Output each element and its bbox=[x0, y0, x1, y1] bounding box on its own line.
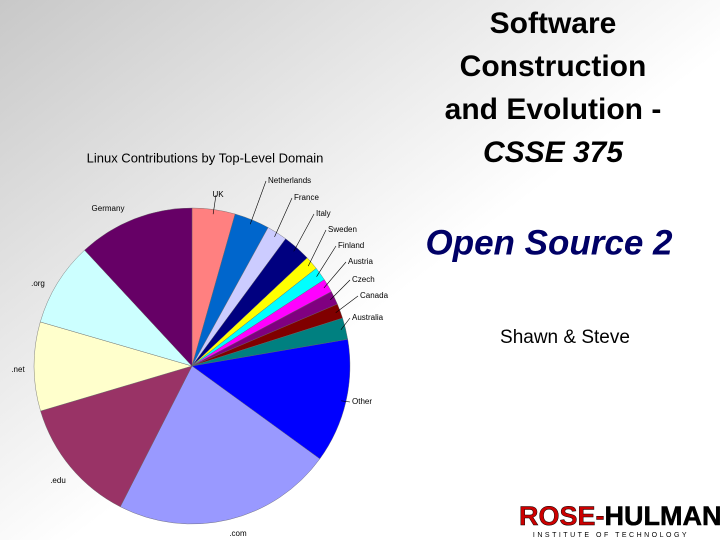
logo-part: HULMAN bbox=[605, 501, 720, 531]
slice-label: Australia bbox=[352, 313, 384, 322]
leader-line bbox=[307, 229, 327, 267]
logo-part: ROSE- bbox=[519, 501, 605, 531]
leader-line bbox=[341, 400, 351, 403]
leader-line bbox=[335, 295, 359, 313]
pie-slice bbox=[191, 339, 351, 460]
logo: ROSE-HULMAN bbox=[519, 501, 720, 531]
title-line: Software bbox=[490, 7, 617, 40]
slice-label: Germany bbox=[92, 204, 125, 213]
pie-slice bbox=[84, 207, 193, 367]
slice-label: .edu bbox=[50, 476, 66, 485]
leader-line bbox=[249, 180, 267, 225]
pie: UK Netherlands France Italy Sweden Finland Aus… bbox=[11, 176, 388, 538]
slice-label: UK bbox=[212, 190, 224, 199]
title-line: and Evolution - bbox=[445, 93, 662, 126]
slice-label: Czech bbox=[352, 275, 375, 284]
slice-label: Italy bbox=[316, 209, 331, 218]
leader-line bbox=[274, 197, 293, 237]
slice-label: Sweden bbox=[328, 225, 357, 234]
slice-label: Netherlands bbox=[268, 176, 311, 185]
subtitle: Open Source 2 bbox=[425, 223, 673, 262]
authors: Shawn & Steve bbox=[500, 327, 630, 348]
chart-title: Linux Contributions by Top-Level Domain bbox=[87, 150, 324, 165]
logo-tagline: INSTITUTE OF TECHNOLOGY bbox=[533, 532, 689, 539]
slice-label: .com bbox=[229, 529, 247, 538]
leader-line bbox=[340, 317, 351, 330]
slide-title: Software Construction and Evolution - CS… bbox=[445, 7, 662, 169]
slice-label: Other bbox=[352, 397, 372, 406]
leader-line bbox=[316, 245, 337, 277]
pie-slice bbox=[33, 321, 193, 412]
slice-label: France bbox=[294, 193, 319, 202]
pie-slice bbox=[120, 365, 321, 525]
pie-slice bbox=[40, 365, 193, 508]
slice-label: Canada bbox=[360, 291, 389, 300]
leader-line bbox=[330, 279, 351, 301]
slice-label: .net bbox=[11, 365, 25, 374]
slice-label: Austria bbox=[348, 257, 373, 266]
pie-slice bbox=[40, 249, 193, 367]
leader-line bbox=[323, 261, 347, 289]
title-line: CSSE 375 bbox=[483, 136, 624, 169]
leader-line bbox=[212, 194, 217, 215]
slice-label: Finland bbox=[338, 241, 364, 250]
slice-label: .org bbox=[31, 279, 45, 288]
title-line: Construction bbox=[460, 50, 647, 83]
leader-line bbox=[293, 213, 315, 252]
